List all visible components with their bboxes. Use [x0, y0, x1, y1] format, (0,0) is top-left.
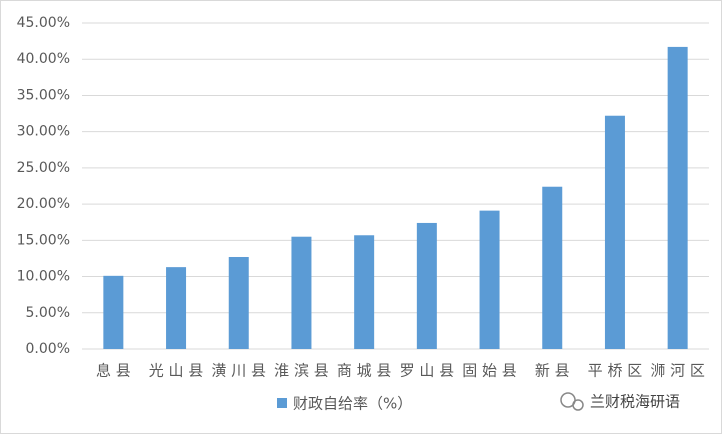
bar	[291, 236, 312, 349]
y-tick-label: 5.00%	[26, 305, 70, 321]
legend-label: 财政自给率（%）	[293, 395, 412, 413]
y-tick-label: 35.00%	[17, 87, 70, 103]
bar	[479, 210, 500, 349]
y-tick-label: 45.00%	[17, 15, 70, 31]
x-tick-label: 新 县	[535, 362, 570, 380]
bar	[354, 235, 375, 349]
bar	[416, 222, 437, 349]
x-tick-label: 商 城 县	[337, 362, 392, 380]
y-tick-label: 25.00%	[17, 160, 70, 176]
bar	[604, 115, 625, 350]
watermark: 兰财税海研语	[590, 393, 680, 411]
x-tick-label: 光 山 县	[149, 362, 204, 380]
y-tick-label: 40.00%	[17, 51, 70, 67]
bar	[103, 275, 124, 349]
bar	[166, 267, 187, 349]
x-tick-label: 浉 河 区	[650, 362, 705, 380]
y-tick-label: 10.00%	[17, 269, 70, 285]
x-tick-label: 罗 山 县	[400, 362, 455, 380]
x-tick-label: 淮 滨 县	[274, 362, 329, 380]
y-tick-label: 20.00%	[17, 196, 70, 212]
x-tick-label: 固 始 县	[462, 362, 517, 380]
watermark-icon	[560, 392, 584, 411]
y-tick-label: 30.00%	[17, 124, 70, 140]
x-tick-label: 平 桥 区	[588, 362, 643, 380]
bar	[228, 256, 249, 349]
y-tick-label: 0.00%	[26, 341, 70, 357]
bar	[542, 186, 563, 349]
bar	[667, 46, 688, 349]
legend-swatch	[277, 398, 287, 408]
x-tick-label: 息 县	[96, 362, 131, 380]
x-tick-label: 潢 川 县	[211, 362, 266, 380]
y-tick-label: 15.00%	[17, 232, 70, 248]
